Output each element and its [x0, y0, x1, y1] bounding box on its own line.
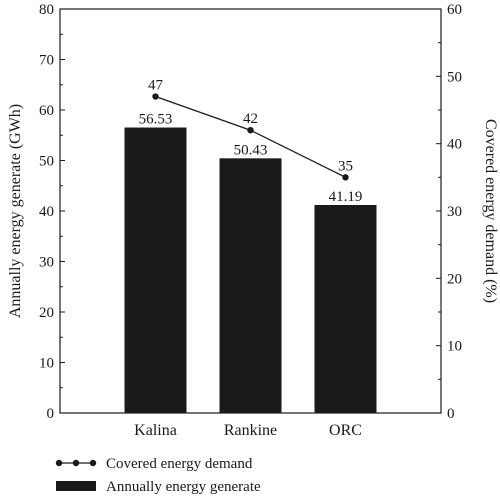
line-point [152, 93, 159, 100]
x-tick-label: ORC [329, 422, 362, 439]
y-left-tick-label: 30 [39, 255, 54, 271]
bar [124, 127, 187, 413]
legend-line-marker [89, 459, 97, 467]
y-right-tick-label: 10 [447, 339, 462, 355]
y-axis-right-title: Covered energy demand (%) [482, 119, 499, 303]
y-right-tick-label: 0 [447, 406, 455, 422]
y-left-tick-label: 20 [39, 305, 54, 321]
y-left-tick-label: 80 [39, 2, 54, 18]
y-right-tick-label: 50 [447, 69, 462, 85]
y-right-tick-label: 30 [447, 204, 462, 220]
line-value-label: 47 [148, 78, 164, 94]
y-right-tick-label: 40 [447, 137, 462, 153]
bar [314, 204, 377, 413]
line-point [247, 127, 254, 134]
y-left-tick-label: 60 [39, 103, 54, 119]
bar-value-label: 50.43 [234, 142, 268, 158]
y-axis-left-title: Annually energy generate (GWh) [7, 104, 24, 318]
bar-value-label: 56.53 [139, 112, 173, 128]
y-left-tick-label: 10 [39, 356, 54, 372]
y-right-tick-label: 20 [447, 271, 462, 287]
y-left-tick-label: 50 [39, 154, 54, 170]
line-value-label: 42 [243, 111, 258, 127]
legend-line-marker [72, 459, 80, 467]
y-left-tick-label: 0 [47, 406, 55, 422]
y-left-tick-label: 70 [39, 53, 54, 69]
x-tick-label: Kalina [134, 422, 177, 439]
x-tick-label: Rankine [224, 422, 277, 439]
bar [219, 158, 282, 413]
legend: Covered energy demand Annually energy gen… [55, 456, 261, 495]
bar-value-label: 41.19 [329, 189, 363, 205]
y-right-tick-label: 60 [447, 2, 462, 18]
legend-line-marker [55, 459, 63, 467]
line-point [342, 174, 349, 181]
legend-label-bar: Annually energy generate [106, 479, 261, 495]
line-value-label: 35 [338, 158, 353, 174]
legend-label-line: Covered energy demand [106, 456, 253, 472]
plot-area: 0 10 20 30 40 50 60 70 80 0 10 20 30 40 50 60 Kalina Rank… [39, 2, 462, 439]
y-left-tick-label: 40 [39, 204, 54, 220]
legend-bar-swatch [56, 481, 96, 491]
